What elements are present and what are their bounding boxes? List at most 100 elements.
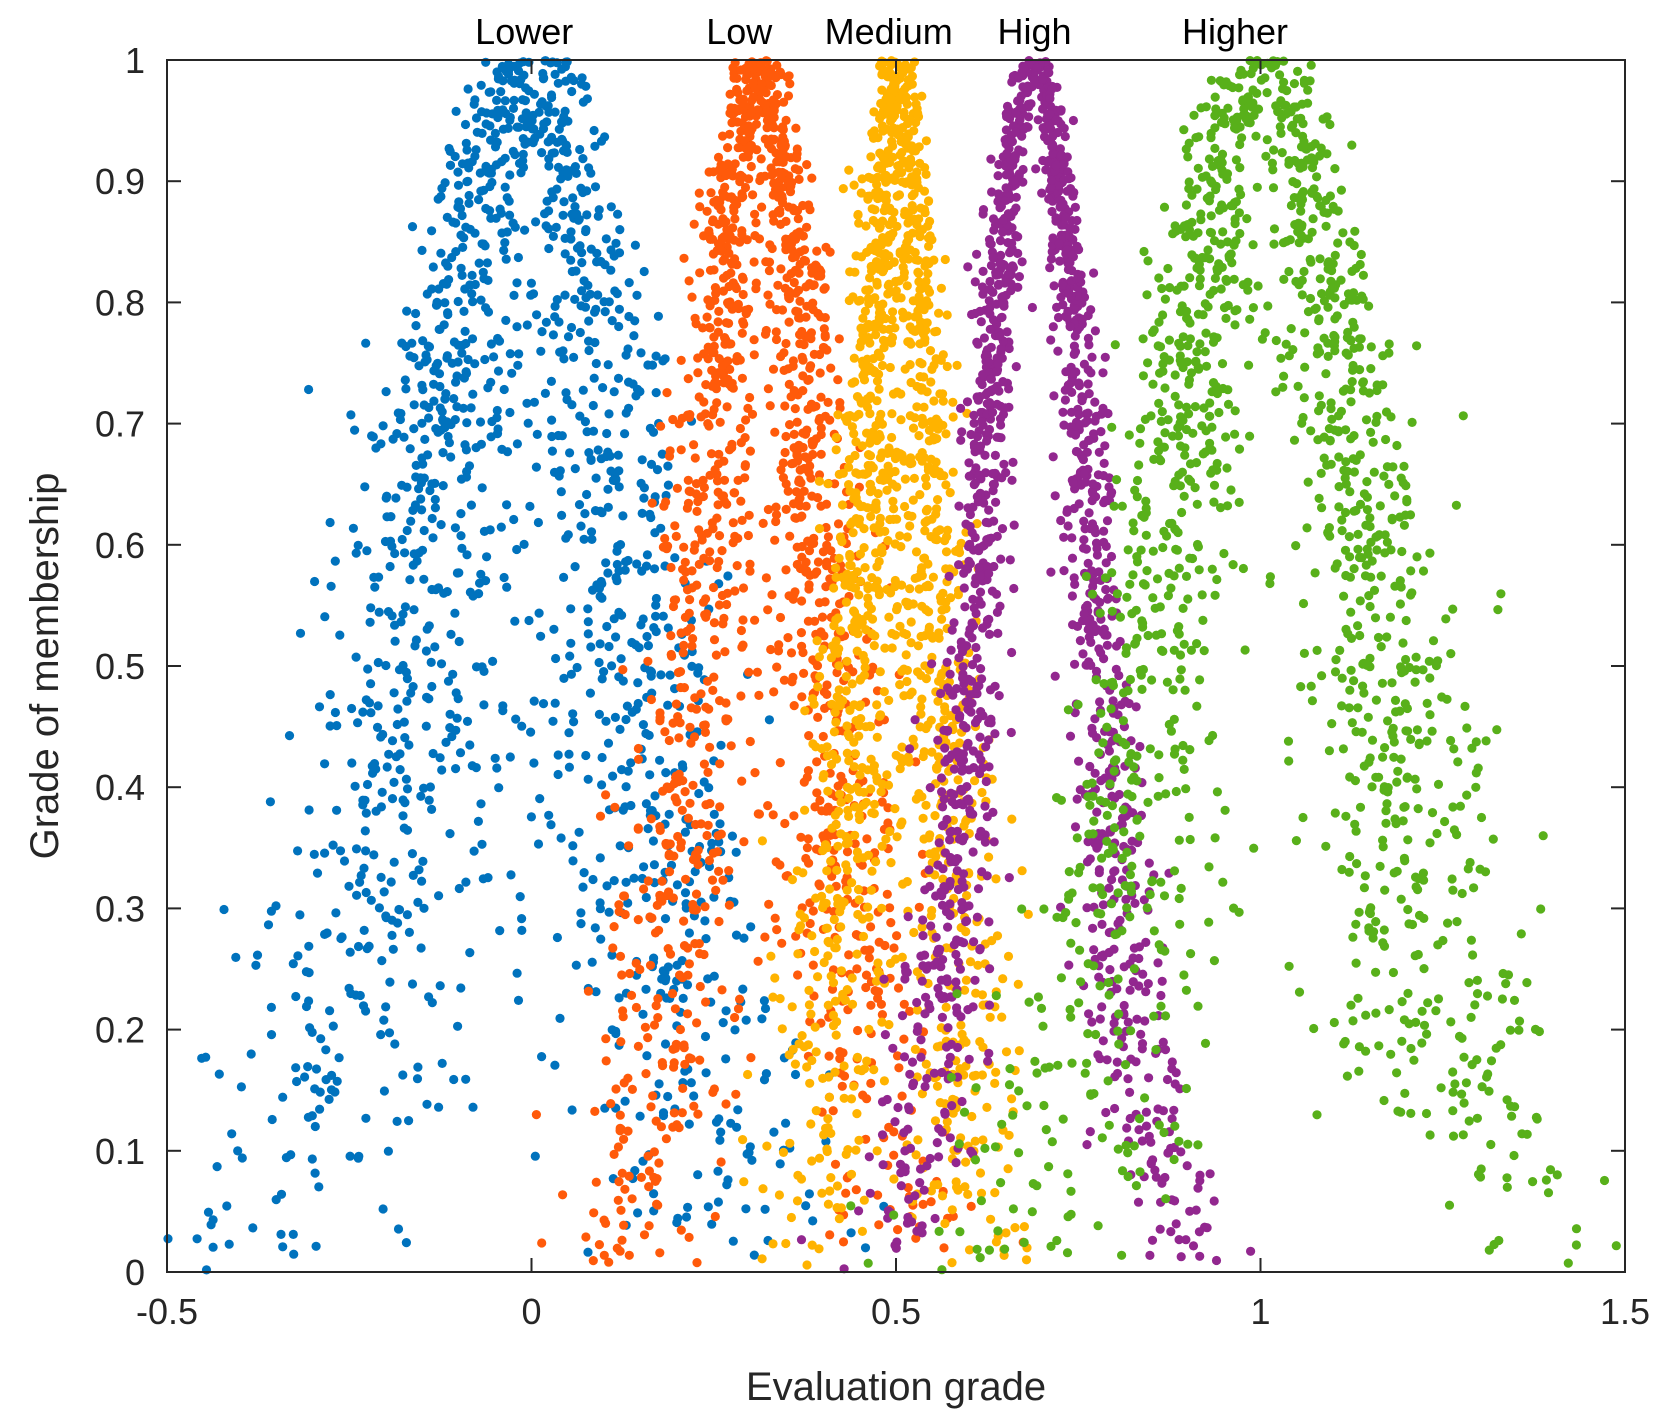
scatter-point (707, 1219, 717, 1229)
scatter-point (831, 1030, 841, 1040)
scatter-point (547, 446, 558, 456)
scatter-point (867, 204, 877, 214)
scatter-point (1027, 302, 1037, 313)
scatter-point (970, 975, 980, 985)
scatter-point (872, 277, 882, 287)
scatter-point (961, 723, 971, 733)
scatter-point (531, 1110, 542, 1120)
scatter-point (922, 318, 932, 328)
scatter-point (676, 628, 686, 638)
scatter-point (646, 459, 657, 469)
scatter-point (833, 841, 843, 851)
scatter-point (672, 880, 683, 890)
scatter-point (468, 297, 478, 307)
scatter-point (984, 1000, 995, 1010)
scatter-point (940, 1218, 950, 1229)
scatter-point (692, 506, 702, 516)
scatter-point (714, 531, 725, 541)
scatter-point (617, 1235, 627, 1245)
scatter-point (568, 841, 578, 851)
scatter-point (660, 354, 670, 364)
scatter-point (590, 1106, 600, 1116)
scatter-point (939, 725, 949, 736)
scatter-point (680, 557, 690, 567)
scatter-point (494, 783, 504, 793)
scatter-point (857, 1066, 867, 1076)
scatter-point (816, 449, 826, 459)
scatter-point (872, 376, 883, 386)
scatter-point (812, 636, 822, 646)
scatter-point (975, 587, 986, 597)
scatter-point (666, 562, 676, 573)
scatter-point (709, 618, 720, 628)
scatter-point (861, 221, 871, 231)
scatter-point (751, 278, 761, 288)
scatter-point (777, 938, 787, 948)
scatter-point (575, 411, 585, 421)
scatter-point (419, 903, 429, 913)
scatter-point (732, 352, 742, 362)
scatter-point (616, 654, 626, 664)
scatter-point (731, 847, 741, 857)
scatter-point (411, 308, 421, 319)
scatter-point (727, 118, 737, 128)
scatter-point (395, 765, 405, 775)
scatter-point (409, 424, 419, 434)
scatter-point (632, 559, 642, 569)
scatter-point (898, 307, 908, 317)
scatter-point (905, 1006, 915, 1016)
scatter-point (980, 450, 990, 460)
scatter-point (614, 566, 624, 576)
scatter-point (859, 787, 869, 797)
scatter-point (892, 931, 902, 941)
scatter-point (502, 500, 512, 510)
scatter-point (705, 547, 715, 557)
scatter-point (473, 816, 483, 827)
scatter-point (579, 534, 589, 544)
scatter-point (702, 206, 712, 216)
scatter-point (559, 354, 569, 364)
scatter-point (936, 773, 947, 783)
scatter-point (1246, 1246, 1256, 1256)
scatter-point (328, 1021, 338, 1031)
scatter-point (633, 1041, 644, 1051)
scatter-point (1079, 359, 1089, 369)
scatter-point (841, 1149, 851, 1159)
scatter-point (643, 876, 653, 886)
scatter-point (886, 918, 896, 928)
scatter-point (614, 321, 624, 332)
scatter-point (818, 845, 828, 856)
scatter-point (626, 990, 637, 1001)
scatter-point (567, 400, 577, 410)
scatter-point (807, 1055, 817, 1066)
scatter-point (464, 190, 474, 201)
scatter-point (462, 550, 472, 560)
scatter-point (1010, 1223, 1020, 1233)
scatter-point (599, 1215, 609, 1225)
scatter-point (911, 547, 922, 557)
scatter-point (836, 922, 846, 932)
scatter-point (721, 1054, 731, 1064)
scatter-point (922, 516, 932, 526)
scatter-point (434, 324, 444, 334)
scatter-point (776, 140, 786, 150)
scatter-point (713, 487, 723, 497)
scatter-point (783, 290, 794, 300)
scatter-point (608, 943, 618, 953)
scatter-point (748, 190, 758, 200)
scatter-point (903, 912, 913, 922)
scatter-point (636, 620, 646, 630)
scatter-point (866, 784, 876, 794)
scatter-point (677, 1108, 687, 1118)
scatter-point (428, 533, 438, 543)
scatter-point (733, 299, 744, 309)
scatter-point (777, 1024, 787, 1034)
scatter-point (805, 461, 815, 471)
scatter-point (588, 400, 598, 411)
scatter-point (550, 698, 560, 708)
scatter-point (848, 292, 858, 302)
scatter-point (512, 968, 522, 978)
scatter-point (905, 411, 915, 421)
scatter-point (813, 712, 823, 723)
scatter-point (806, 1119, 816, 1129)
